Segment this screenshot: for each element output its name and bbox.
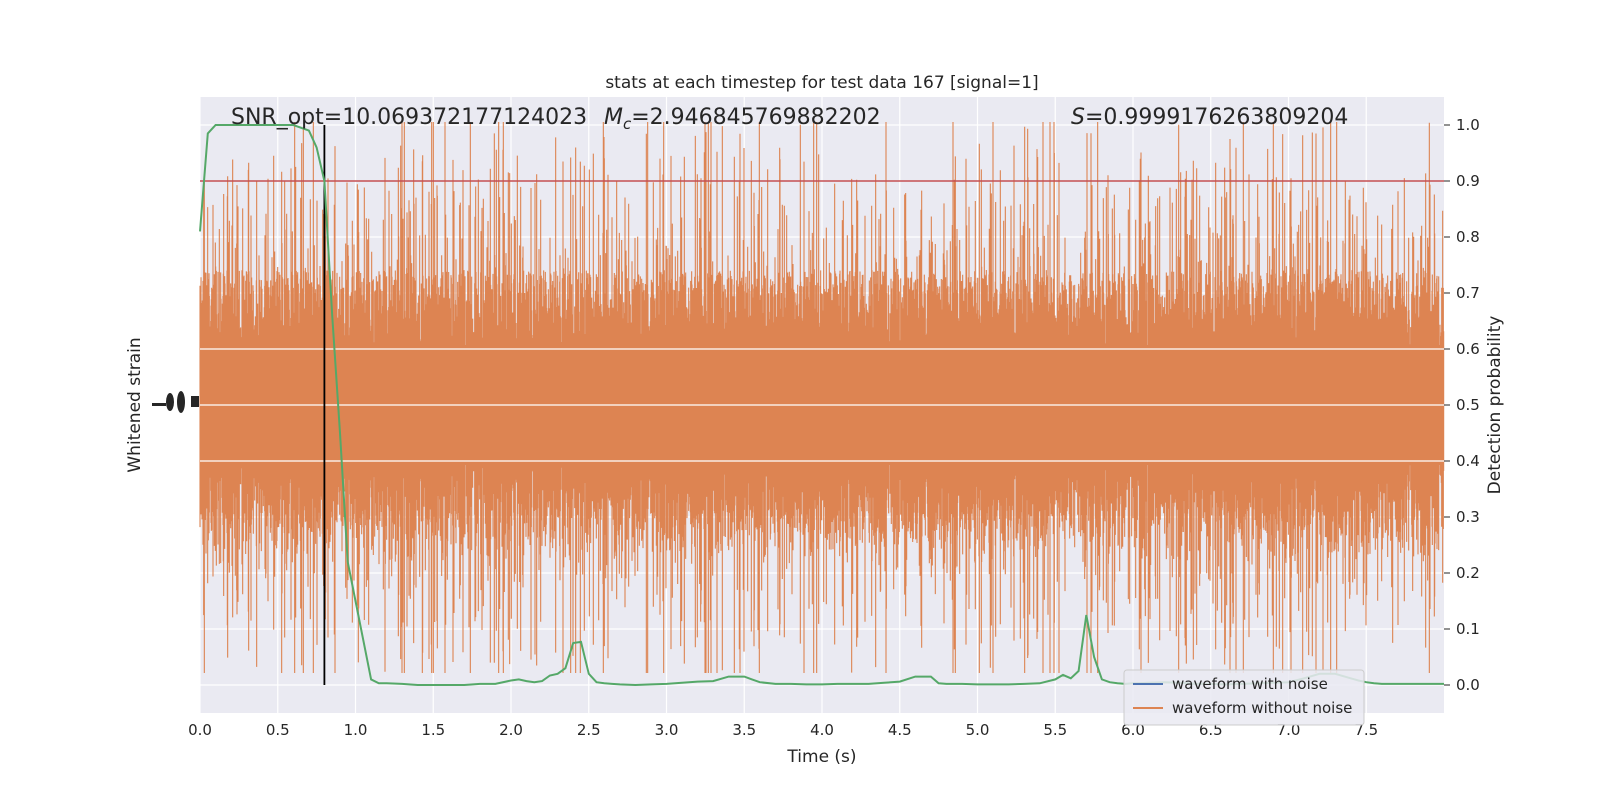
chirp-mass-value: =2.946845769882202 — [631, 105, 880, 130]
y-right-tick-label: 0.1 — [1456, 620, 1480, 638]
x-tick-label: 4.5 — [888, 721, 912, 739]
x-tick-label: 3.5 — [732, 721, 756, 739]
x-tick-label: 1.5 — [421, 721, 445, 739]
y-right-tick-label: 0.4 — [1456, 452, 1480, 470]
legend-label-with-noise: waveform with noise — [1172, 675, 1328, 693]
x-tick-label: 4.0 — [810, 721, 834, 739]
y-right-tick-label: 0.8 — [1456, 228, 1480, 246]
y-right-tick-label: 0.3 — [1456, 508, 1480, 526]
y-right-tick-label: 0.7 — [1456, 284, 1480, 302]
left-axis-residue — [152, 391, 199, 413]
chirp-mass-subscript: c — [623, 115, 632, 133]
chirp-mass-annotation: Mc=2.946845769882202 — [604, 105, 881, 133]
x-tick-label: 3.0 — [655, 721, 679, 739]
x-tick-label: 2.0 — [499, 721, 523, 739]
x-tick-label: 0.5 — [266, 721, 290, 739]
y-right-tick-labels: 0.0 0.1 0.2 0.3 0.4 0.5 0.6 0.7 0.8 0.9 1.0 — [1444, 116, 1480, 694]
s-value: =0.9999176263809204 — [1085, 105, 1348, 130]
y-right-tick-label: 0.0 — [1456, 676, 1480, 694]
strain-waveform — [199, 122, 1445, 673]
x-tick-label: 5.5 — [1043, 721, 1067, 739]
legend-box — [1123, 669, 1365, 726]
y-right-axis-label: Detection probability — [1485, 316, 1505, 495]
x-tick-label: 1.0 — [344, 721, 368, 739]
chirp-mass-symbol: M — [604, 105, 623, 130]
y-left-axis-label: Whitened strain — [125, 337, 145, 472]
x-tick-label: 2.5 — [577, 721, 601, 739]
x-axis-label: Time (s) — [786, 747, 856, 767]
y-right-tick-label: 1.0 — [1456, 116, 1480, 134]
legend-label-without-noise: waveform without noise — [1172, 699, 1352, 717]
y-right-tick-label: 0.5 — [1456, 396, 1480, 414]
legend: waveform with noise waveform without noi… — [1123, 669, 1365, 726]
s-annotation: S=0.9999176263809204 — [1071, 105, 1348, 130]
y-right-tick-label: 0.2 — [1456, 564, 1480, 582]
s-symbol: S — [1071, 105, 1085, 130]
y-right-tick-label: 0.9 — [1456, 172, 1480, 190]
y-right-tick-label: 0.6 — [1456, 340, 1480, 358]
x-tick-label: 5.0 — [966, 721, 990, 739]
snr-annotation: SNR_opt=10.069372177124023 — [231, 105, 587, 130]
x-tick-label: 0.0 — [188, 721, 212, 739]
chart-title: stats at each timestep for test data 167… — [605, 73, 1038, 93]
